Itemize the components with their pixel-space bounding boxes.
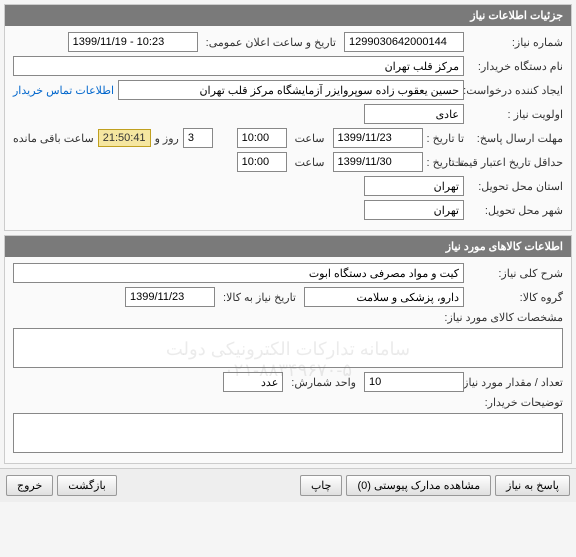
validity-date-input[interactable] [333, 152, 423, 172]
row-buyer: نام دستگاه خریدار: [13, 56, 563, 76]
contact-link[interactable]: اطلاعات تماس خریدار [13, 84, 114, 97]
panel1-title: جزئیات اطلاعات نیاز [5, 5, 571, 26]
desc-input[interactable] [13, 263, 464, 283]
attachments-button[interactable]: مشاهده مدارک پیوستی (0) [346, 475, 491, 496]
unit-input[interactable] [223, 372, 283, 392]
days-label: روز و [155, 132, 179, 145]
validity-label: حداقل تاریخ اعتبار قیمت: [468, 156, 563, 169]
panel2-body: شرح کلی نیاز: گروه کالا: تاریخ نیاز به ک… [5, 257, 571, 463]
notes-label: توضیحات خریدار: [468, 396, 563, 409]
spec-textarea[interactable] [13, 328, 563, 368]
province-label: استان محل تحویل: [468, 180, 563, 193]
remaining-time: 21:50:41 [98, 129, 151, 147]
province-input[interactable] [364, 176, 464, 196]
need-date-label: تاریخ نیاز به کالا: [219, 291, 300, 304]
row-desc: شرح کلی نیاز: [13, 263, 563, 283]
deadline-time-input[interactable] [237, 128, 287, 148]
remaining-label: ساعت باقی مانده [13, 132, 94, 145]
time-label-2: ساعت [291, 156, 329, 169]
row-spec: مشخصات کالای مورد نیاز: [13, 311, 563, 368]
goods-info-panel: اطلاعات کالاهای مورد نیاز شرح کلی نیاز: … [4, 235, 572, 464]
row-qty: تعداد / مقدار مورد نیاز: واحد شمارش: [13, 372, 563, 392]
priority-label: اولویت نیاز : [468, 108, 563, 121]
unit-label: واحد شمارش: [287, 376, 360, 389]
deadline-date-input[interactable] [333, 128, 423, 148]
notes-textarea[interactable] [13, 413, 563, 453]
group-input[interactable] [304, 287, 464, 307]
spec-label: مشخصات کالای مورد نیاز: [468, 311, 563, 324]
row-notes: توضیحات خریدار: [13, 396, 563, 453]
need-number-label: شماره نیاز: [468, 36, 563, 49]
city-input[interactable] [364, 200, 464, 220]
row-deadline: مهلت ارسال پاسخ: تا تاریخ : ساعت روز و 2… [13, 128, 563, 148]
print-button[interactable]: چاپ [300, 475, 343, 496]
until-label: تا تاریخ : [427, 132, 464, 145]
row-priority: اولویت نیاز : [13, 104, 563, 124]
row-group: گروه کالا: تاریخ نیاز به کالا: [13, 287, 563, 307]
buyer-label: نام دستگاه خریدار: [468, 60, 563, 73]
back-button[interactable]: بازگشت [57, 475, 117, 496]
time-label-1: ساعت [291, 132, 329, 145]
requester-label: ایجاد کننده درخواست: [468, 84, 563, 97]
until-label-2: تا تاریخ : [427, 156, 464, 169]
footer-spacer [121, 475, 296, 496]
qty-label: تعداد / مقدار مورد نیاز: [468, 376, 563, 389]
need-details-panel: جزئیات اطلاعات نیاز شماره نیاز: تاریخ و … [4, 4, 572, 231]
requester-input[interactable] [118, 80, 464, 100]
priority-input[interactable] [364, 104, 464, 124]
announce-label: تاریخ و ساعت اعلان عمومی: [202, 36, 340, 49]
announce-input[interactable] [68, 32, 198, 52]
row-province: استان محل تحویل: [13, 176, 563, 196]
row-requester: ایجاد کننده درخواست: اطلاعات تماس خریدار [13, 80, 563, 100]
panel2-title: اطلاعات کالاهای مورد نیاز [5, 236, 571, 257]
qty-input[interactable] [364, 372, 464, 392]
days-count-input [183, 128, 213, 148]
group-label: گروه کالا: [468, 291, 563, 304]
panel1-body: شماره نیاز: تاریخ و ساعت اعلان عمومی: نا… [5, 26, 571, 230]
respond-button[interactable]: پاسخ به نیاز [495, 475, 570, 496]
row-need-number: شماره نیاز: تاریخ و ساعت اعلان عمومی: [13, 32, 563, 52]
row-city: شهر محل تحویل: [13, 200, 563, 220]
deadline-label: مهلت ارسال پاسخ: [468, 132, 563, 145]
row-validity: حداقل تاریخ اعتبار قیمت: تا تاریخ : ساعت [13, 152, 563, 172]
desc-label: شرح کلی نیاز: [468, 267, 563, 280]
footer-toolbar: پاسخ به نیاز مشاهده مدارک پیوستی (0) چاپ… [0, 468, 576, 502]
need-number-input[interactable] [344, 32, 464, 52]
need-date-input[interactable] [125, 287, 215, 307]
buyer-input[interactable] [13, 56, 464, 76]
validity-time-input[interactable] [237, 152, 287, 172]
exit-button[interactable]: خروج [6, 475, 53, 496]
city-label: شهر محل تحویل: [468, 204, 563, 217]
